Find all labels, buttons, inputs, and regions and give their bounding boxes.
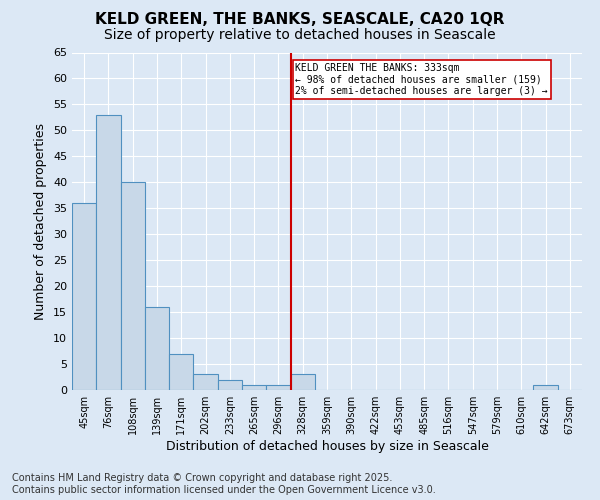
Bar	[266, 385, 290, 390]
Bar	[242, 385, 266, 390]
Bar	[169, 354, 193, 390]
Bar	[145, 307, 169, 390]
Bar	[72, 203, 96, 390]
Text: Size of property relative to detached houses in Seascale: Size of property relative to detached ho…	[104, 28, 496, 42]
Bar	[218, 380, 242, 390]
Bar	[533, 385, 558, 390]
Text: Contains HM Land Registry data © Crown copyright and database right 2025.
Contai: Contains HM Land Registry data © Crown c…	[12, 474, 436, 495]
Text: KELD GREEN, THE BANKS, SEASCALE, CA20 1QR: KELD GREEN, THE BANKS, SEASCALE, CA20 1Q…	[95, 12, 505, 28]
Text: KELD GREEN THE BANKS: 333sqm
← 98% of detached houses are smaller (159)
2% of se: KELD GREEN THE BANKS: 333sqm ← 98% of de…	[295, 63, 548, 96]
X-axis label: Distribution of detached houses by size in Seascale: Distribution of detached houses by size …	[166, 440, 488, 453]
Bar	[290, 374, 315, 390]
Y-axis label: Number of detached properties: Number of detached properties	[34, 122, 47, 320]
Bar	[193, 374, 218, 390]
Bar	[96, 115, 121, 390]
Bar	[121, 182, 145, 390]
